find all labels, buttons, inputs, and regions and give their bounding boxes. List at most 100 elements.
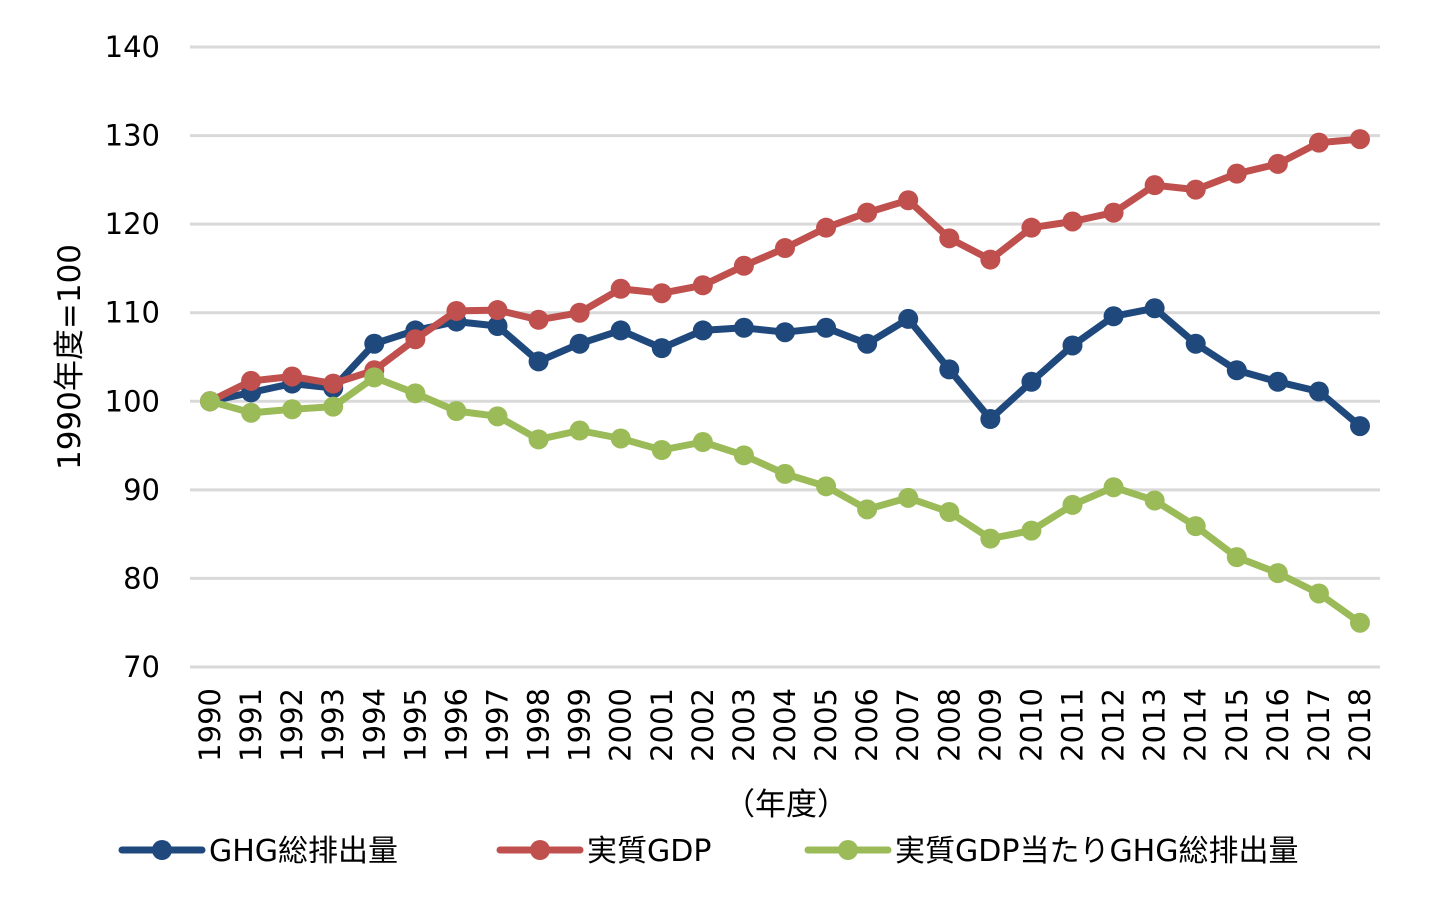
data-point bbox=[651, 283, 672, 304]
data-point bbox=[1226, 547, 1247, 568]
y-tick-label: 110 bbox=[105, 296, 160, 330]
x-tick-label: 2005 bbox=[809, 688, 843, 762]
data-point bbox=[1226, 360, 1247, 381]
data-point bbox=[775, 463, 795, 484]
data-point bbox=[733, 255, 754, 276]
x-tick-label: 2018 bbox=[1343, 688, 1377, 762]
legend-item: GHG総排出量 bbox=[118, 834, 398, 869]
legend-item: 実質GDP当たりGHG総排出量 bbox=[804, 834, 1299, 869]
x-tick-label: 2017 bbox=[1302, 688, 1336, 762]
gridlines bbox=[190, 45, 1380, 669]
x-tick-label: 2000 bbox=[604, 688, 638, 762]
x-tick-label: 1995 bbox=[398, 688, 432, 762]
data-point bbox=[200, 391, 220, 412]
x-tick-label: 1999 bbox=[563, 688, 597, 762]
data-point bbox=[1185, 333, 1206, 354]
y-tick-label: 70 bbox=[123, 650, 160, 684]
data-point bbox=[816, 476, 837, 497]
data-point bbox=[775, 322, 795, 343]
data-point bbox=[282, 366, 303, 387]
data-point bbox=[528, 429, 549, 450]
data-point bbox=[487, 316, 508, 336]
x-tick-label: 2007 bbox=[891, 688, 925, 762]
data-point bbox=[1062, 211, 1083, 232]
data-point bbox=[1185, 179, 1206, 200]
x-tick-label: 2008 bbox=[932, 688, 966, 762]
legend-item: 実質GDP bbox=[496, 834, 711, 869]
x-tick-label: 2013 bbox=[1138, 688, 1172, 762]
legend-label: GHG総排出量 bbox=[209, 834, 398, 869]
y-tick-label: 140 bbox=[105, 30, 160, 64]
data-point bbox=[939, 359, 960, 380]
series-3 bbox=[200, 367, 1370, 633]
data-point bbox=[323, 396, 344, 417]
data-point bbox=[487, 300, 508, 321]
data-point bbox=[1021, 217, 1042, 238]
x-tick-label: 2014 bbox=[1179, 688, 1213, 762]
x-tick-label: 2003 bbox=[727, 688, 761, 762]
data-point bbox=[1267, 153, 1288, 174]
data-point bbox=[1350, 416, 1370, 437]
legend-label: 実質GDP bbox=[587, 834, 711, 869]
data-point bbox=[939, 502, 960, 522]
data-point bbox=[405, 329, 426, 350]
x-tick-label: 2011 bbox=[1056, 688, 1090, 762]
data-point bbox=[980, 249, 1001, 270]
data-point bbox=[857, 202, 878, 223]
data-point bbox=[610, 428, 631, 449]
data-point bbox=[1308, 132, 1329, 153]
data-point bbox=[364, 333, 385, 354]
data-point bbox=[241, 370, 262, 391]
data-point bbox=[939, 228, 960, 249]
x-tick-label: 2004 bbox=[768, 688, 802, 762]
legend-label: 実質GDP当たりGHG総排出量 bbox=[895, 834, 1299, 869]
x-tick-label: 1993 bbox=[316, 688, 350, 762]
x-tick-label: 2009 bbox=[973, 688, 1007, 762]
x-tick-label: 1997 bbox=[481, 688, 515, 762]
legend: GHG総排出量 実質GDP 実質GDP当たりGHG総排出量 bbox=[118, 834, 1299, 869]
legend-swatch-marker bbox=[530, 840, 550, 860]
data-point bbox=[569, 420, 590, 441]
data-point bbox=[610, 278, 631, 299]
data-point bbox=[692, 320, 713, 341]
series-2 bbox=[200, 129, 1370, 412]
legend-swatch-marker bbox=[152, 840, 172, 860]
data-point bbox=[898, 487, 919, 508]
series-line bbox=[206, 373, 1364, 627]
x-tick-label: 2016 bbox=[1261, 688, 1295, 762]
data-point bbox=[733, 317, 754, 338]
data-point bbox=[733, 445, 754, 466]
data-point bbox=[898, 190, 919, 211]
x-tick-label: 1991 bbox=[234, 688, 268, 762]
data-point bbox=[1185, 516, 1206, 537]
data-point bbox=[446, 401, 467, 422]
data-point bbox=[528, 351, 549, 372]
x-tick-label: 2010 bbox=[1014, 688, 1048, 762]
data-point bbox=[898, 308, 919, 329]
data-point bbox=[816, 317, 837, 338]
data-point bbox=[692, 275, 713, 296]
x-axis-title: （年度） bbox=[724, 787, 848, 823]
x-tick-label: 1994 bbox=[357, 688, 391, 762]
data-point bbox=[487, 406, 508, 427]
y-tick-label: 80 bbox=[123, 561, 160, 595]
x-tick-label: 1998 bbox=[522, 688, 556, 762]
data-point bbox=[528, 309, 549, 330]
series-layer bbox=[200, 129, 1370, 633]
data-point bbox=[980, 528, 1001, 549]
data-point bbox=[1308, 381, 1329, 402]
y-tick-label: 120 bbox=[105, 207, 160, 241]
x-tick-label: 2012 bbox=[1097, 688, 1131, 762]
data-point bbox=[1103, 202, 1124, 223]
data-point bbox=[1267, 371, 1288, 392]
x-tick-label: 1992 bbox=[275, 688, 309, 762]
y-tick-label: 100 bbox=[105, 384, 160, 418]
data-point bbox=[1062, 335, 1083, 356]
legend-swatch-marker bbox=[838, 840, 858, 860]
y-axis-title: 1990年度=100 bbox=[52, 244, 88, 470]
data-point bbox=[610, 320, 631, 341]
x-tick-label: 1996 bbox=[439, 688, 473, 762]
data-point bbox=[1350, 612, 1370, 633]
x-tick-label: 1990 bbox=[193, 688, 227, 762]
